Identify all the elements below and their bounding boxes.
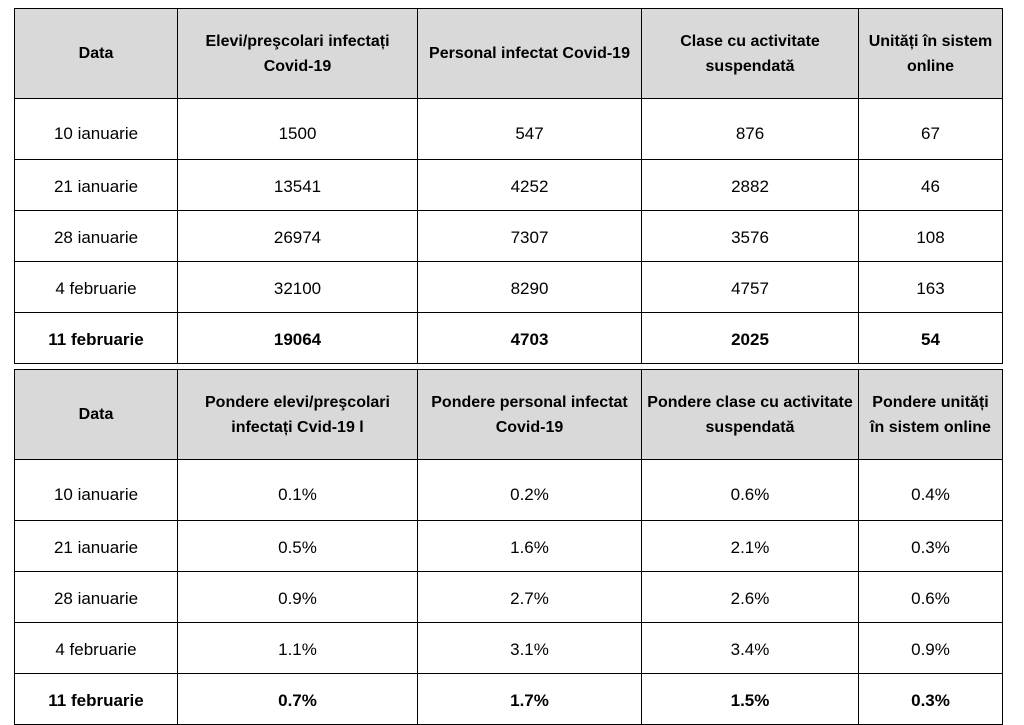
cell-date: 28 ianuarie: [14, 571, 178, 623]
cell-online-units: 67: [858, 98, 1003, 160]
counts-table: Data Elevi/preşcolari infectați Covid-19…: [14, 8, 1003, 364]
cell-date: 28 ianuarie: [14, 210, 178, 262]
cell-infected-students: 19064: [177, 312, 418, 364]
header-suspended-classes: Clase cu activitate suspendată: [641, 8, 859, 99]
table-row: 21 ianuarie 0.5% 1.6% 2.1% 0.3%: [14, 520, 1003, 572]
table-row-latest: 11 februarie 0.7% 1.7% 1.5% 0.3%: [14, 673, 1003, 725]
cell-infected-staff: 547: [417, 98, 642, 160]
cell-date: 10 ianuarie: [14, 459, 178, 521]
header-share-infected-staff: Pondere personal infectat Covid-19: [417, 369, 642, 460]
cell-share-online-units: 0.3%: [858, 673, 1003, 725]
cell-infected-students: 32100: [177, 261, 418, 313]
cell-share-infected-staff: 1.6%: [417, 520, 642, 572]
header-share-online-units: Pondere unități în sistem online: [858, 369, 1003, 460]
cell-date: 21 ianuarie: [14, 159, 178, 211]
cell-date: 4 februarie: [14, 622, 178, 674]
cell-online-units: 163: [858, 261, 1003, 313]
cell-share-online-units: 0.4%: [858, 459, 1003, 521]
header-infected-staff: Personal infectat Covid-19: [417, 8, 642, 99]
table-header-row: Data Pondere elevi/preşcolari infectați …: [14, 369, 1003, 460]
cell-suspended-classes: 3576: [641, 210, 859, 262]
cell-share-infected-students: 0.9%: [177, 571, 418, 623]
cell-online-units: 54: [858, 312, 1003, 364]
table-row: 4 februarie 32100 8290 4757 163: [14, 261, 1003, 313]
cell-share-infected-staff: 1.7%: [417, 673, 642, 725]
cell-suspended-classes: 4757: [641, 261, 859, 313]
header-online-units: Unități în sistem online: [858, 8, 1003, 99]
cell-share-suspended-classes: 1.5%: [641, 673, 859, 725]
cell-date: 11 februarie: [14, 673, 178, 725]
cell-infected-staff: 8290: [417, 261, 642, 313]
table-row: 10 ianuarie 0.1% 0.2% 0.6% 0.4%: [14, 459, 1003, 521]
table-header-row: Data Elevi/preşcolari infectați Covid-19…: [14, 8, 1003, 99]
header-share-suspended-classes: Pondere clase cu activitate suspendată: [641, 369, 859, 460]
table-row-latest: 11 februarie 19064 4703 2025 54: [14, 312, 1003, 364]
cell-share-infected-students: 1.1%: [177, 622, 418, 674]
cell-share-infected-staff: 0.2%: [417, 459, 642, 521]
cell-date: 4 februarie: [14, 261, 178, 313]
table-row: 28 ianuarie 26974 7307 3576 108: [14, 210, 1003, 262]
table-row: 28 ianuarie 0.9% 2.7% 2.6% 0.6%: [14, 571, 1003, 623]
cell-share-infected-students: 0.1%: [177, 459, 418, 521]
cell-share-suspended-classes: 2.1%: [641, 520, 859, 572]
cell-share-suspended-classes: 0.6%: [641, 459, 859, 521]
cell-date: 11 februarie: [14, 312, 178, 364]
cell-share-infected-students: 0.5%: [177, 520, 418, 572]
cell-share-infected-staff: 3.1%: [417, 622, 642, 674]
cell-online-units: 46: [858, 159, 1003, 211]
cell-share-suspended-classes: 3.4%: [641, 622, 859, 674]
header-date: Data: [14, 369, 178, 460]
cell-date: 10 ianuarie: [14, 98, 178, 160]
cell-share-online-units: 0.9%: [858, 622, 1003, 674]
header-date: Data: [14, 8, 178, 99]
header-share-infected-students: Pondere elevi/preşcolari infectați Cvid-…: [177, 369, 418, 460]
cell-suspended-classes: 2025: [641, 312, 859, 364]
cell-share-online-units: 0.6%: [858, 571, 1003, 623]
cell-share-infected-students: 0.7%: [177, 673, 418, 725]
cell-infected-staff: 4252: [417, 159, 642, 211]
cell-online-units: 108: [858, 210, 1003, 262]
cell-infected-students: 26974: [177, 210, 418, 262]
table-row: 10 ianuarie 1500 547 876 67: [14, 98, 1003, 160]
cell-infected-students: 13541: [177, 159, 418, 211]
header-infected-students: Elevi/preşcolari infectați Covid-19: [177, 8, 418, 99]
percentages-table: Data Pondere elevi/preşcolari infectați …: [14, 369, 1003, 725]
cell-suspended-classes: 876: [641, 98, 859, 160]
table-row: 21 ianuarie 13541 4252 2882 46: [14, 159, 1003, 211]
cell-suspended-classes: 2882: [641, 159, 859, 211]
cell-infected-students: 1500: [177, 98, 418, 160]
cell-infected-staff: 7307: [417, 210, 642, 262]
cell-share-suspended-classes: 2.6%: [641, 571, 859, 623]
table-row: 4 februarie 1.1% 3.1% 3.4% 0.9%: [14, 622, 1003, 674]
cell-share-online-units: 0.3%: [858, 520, 1003, 572]
cell-share-infected-staff: 2.7%: [417, 571, 642, 623]
cell-infected-staff: 4703: [417, 312, 642, 364]
cell-date: 21 ianuarie: [14, 520, 178, 572]
